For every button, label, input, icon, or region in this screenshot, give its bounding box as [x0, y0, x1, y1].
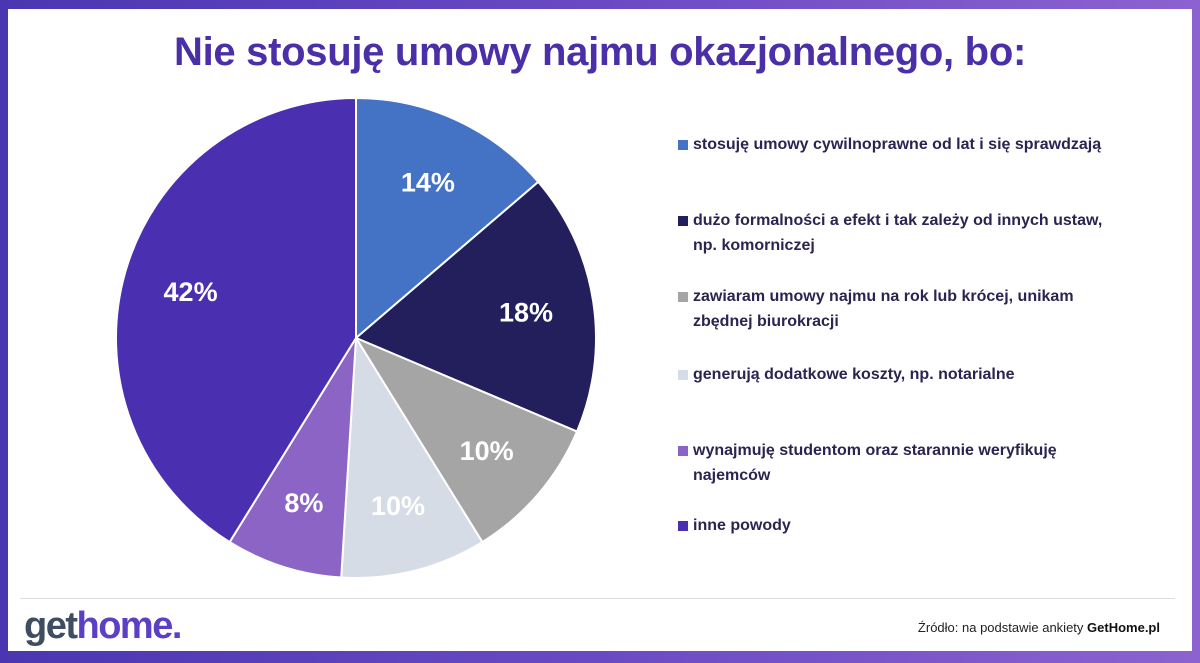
legend-label-5-line-0: inne powody: [693, 517, 791, 534]
legend-label-4-line-1: najemców: [693, 467, 771, 484]
slice-data-label-4: 8%: [284, 488, 323, 518]
logo-dot: .: [171, 605, 183, 647]
pie-chart: 14% 18% 10% 10% 8% 42%: [115, 96, 597, 579]
slice-data-label-5: 42%: [164, 277, 218, 307]
legend-label-1-line-1: np. komorniczej: [693, 237, 815, 254]
legend-label-2-line-0: zawiaram umowy najmu na rok lub krócej, …: [693, 288, 1074, 305]
legend-swatch-2: [678, 292, 688, 302]
pie-slice-4: [228, 337, 357, 579]
footer-divider: [20, 598, 1175, 599]
legend-swatch-5: [678, 521, 688, 531]
legend-swatch-0: [678, 140, 688, 150]
logo-home-text: home: [76, 605, 174, 647]
pie-slice-1: [354, 180, 597, 433]
legend-label-4-line-0: wynajmuję studentom oraz starannie weryf…: [693, 442, 1057, 459]
source-brand: GetHome.pl: [1087, 620, 1160, 635]
legend-label-0-line-0: stosuję umowy cywilnoprawne od lat i się…: [693, 136, 1102, 153]
legend-item-3: generują dodatkowe koszty, np. notarialn…: [678, 362, 1148, 387]
logo-get-text: get: [24, 605, 78, 647]
legend-label-1-line-0: dużo formalności a efekt i tak zależy od…: [693, 212, 1103, 229]
slice-data-label-2: 10%: [460, 436, 514, 466]
source-note: Źródło: na podstawie ankiety GetHome.pl: [918, 620, 1160, 635]
legend-label-3-line-0: generują dodatkowe koszty, np. notarialn…: [693, 366, 1015, 383]
pie-slice-3: [340, 334, 484, 579]
legend-swatch-4: [678, 446, 688, 456]
legend-item-2: zawiaram umowy najmu na rok lub krócej, …: [678, 284, 1148, 334]
legend-item-1: dużo formalności a efekt i tak zależy od…: [678, 208, 1148, 258]
gethome-logo: gethome.: [24, 605, 183, 648]
pie-slice-0: [355, 96, 540, 341]
pie-slice-2: [353, 335, 579, 544]
legend-swatch-3: [678, 370, 688, 380]
source-prefix: Źródło: na podstawie ankiety: [917, 620, 1088, 635]
legend-swatch-1: [678, 216, 688, 226]
slice-data-label-1: 18%: [499, 298, 553, 328]
legend-label-2-line-1: zbędnej biurokracji: [693, 313, 839, 330]
pie-slice-5: [115, 96, 357, 544]
chart-title: Nie stosuję umowy najmu okazjonalnego, b…: [174, 30, 1026, 74]
legend-item-0: stosuję umowy cywilnoprawne od lat i się…: [678, 132, 1148, 157]
legend-item-4: wynajmuję studentom oraz starannie weryf…: [678, 438, 1148, 488]
slice-data-label-3: 10%: [371, 491, 425, 521]
legend-item-5: inne powody: [678, 513, 1148, 538]
slice-data-label-0: 14%: [401, 168, 455, 198]
